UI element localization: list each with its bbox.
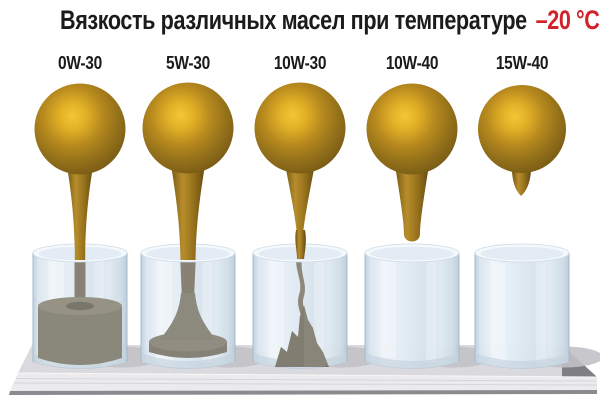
oil-grade-label-10w30: 10W-30 [273,53,327,73]
oil-blob-10w40 [366,83,458,242]
oil-blob-15w40 [478,85,566,196]
beaker-10w40 [364,243,460,370]
oil-trickle-10w30 [295,230,306,259]
oil-stream-0w30 [66,160,94,260]
oil-grade-label-15w40: 15W-40 [495,53,549,73]
beaker-15w40 [474,243,570,370]
beaker-10w30 [252,243,348,370]
oil-blob-5w30 [142,82,234,260]
platform-edge [9,390,597,395]
title-temperature: –20 °C [535,5,600,35]
oil-grade-label-5w30: 5W-30 [166,53,210,73]
oil-blob-10w30 [254,82,346,259]
title: Вязкость различных масел при температуре… [60,5,600,35]
oil-ladles [34,82,566,260]
oil-grade-label-0w30: 0W-30 [58,53,102,73]
platform-front [10,373,597,391]
oil-stream-10w30 [284,159,316,234]
beaker-5w30 [140,243,236,370]
oil-grade-label-10w40: 10W-40 [385,53,439,73]
oil-drip-10w40 [394,159,430,242]
title-text: Вязкость различных масел при температуре [60,5,527,35]
beaker-0w30 [32,243,128,370]
oil-blob-0w30 [34,83,126,260]
oil-stream-5w30 [170,159,206,260]
